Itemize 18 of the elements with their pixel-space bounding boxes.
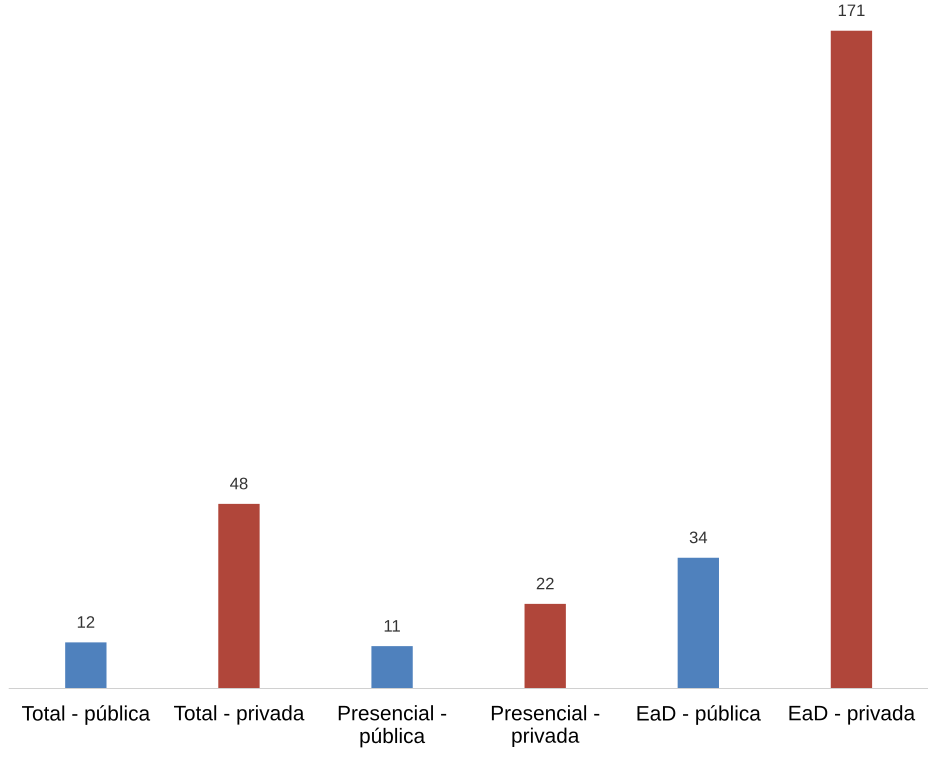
x-tick-label: EaD - privada — [789, 705, 916, 725]
data-label: 34 — [690, 531, 708, 544]
data-label: 12 — [78, 616, 94, 628]
bar — [65, 642, 107, 688]
data-label: 48 — [230, 478, 248, 490]
x-tick-label: Presencial - privada — [492, 705, 600, 748]
data-label: 22 — [536, 578, 554, 590]
bar — [830, 30, 872, 688]
x-tick-label: EaD - pública — [638, 705, 761, 725]
bar — [218, 504, 260, 688]
data-label: 11 — [384, 620, 400, 632]
x-tick-label: Total - privada — [174, 705, 304, 725]
bar — [524, 604, 566, 688]
x-tick-label: Total - pública — [22, 705, 150, 725]
data-label: 171 — [838, 4, 865, 16]
bar — [678, 558, 719, 688]
bar — [371, 646, 413, 688]
x-tick-label: Presencial - pública — [338, 705, 446, 748]
